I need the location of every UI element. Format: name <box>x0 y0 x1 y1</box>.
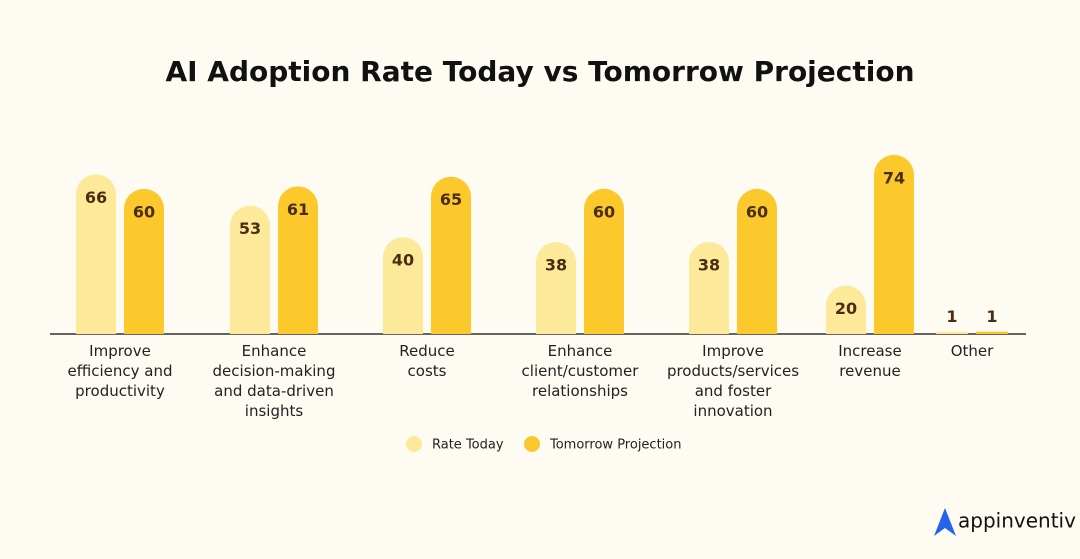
data-label: 40 <box>392 251 414 270</box>
bar <box>278 186 318 334</box>
bar <box>230 205 270 334</box>
bar <box>874 154 914 334</box>
data-label: 60 <box>746 202 768 221</box>
x-tick-label: Increase revenue <box>838 342 902 380</box>
x-tick-label: Reduce costs <box>399 342 455 380</box>
data-label: 61 <box>287 200 309 219</box>
x-tick-label: Improve efficiency and productivity <box>67 342 173 400</box>
data-label: 65 <box>440 190 462 209</box>
bar <box>936 331 968 334</box>
data-label: 66 <box>85 188 107 207</box>
data-label: 74 <box>883 168 905 187</box>
data-label: 60 <box>593 202 615 221</box>
legend-swatch <box>524 436 540 452</box>
x-tick-label: Improve products/services and foster inn… <box>666 342 800 420</box>
brand-name: appinventiv <box>958 509 1076 533</box>
data-label: 1 <box>986 307 997 326</box>
data-label: 1 <box>946 307 957 326</box>
bar <box>383 237 423 334</box>
x-tick-label: Enhance decision-making and data-driven … <box>212 342 336 420</box>
bar <box>826 285 866 334</box>
legend-swatch <box>406 436 422 452</box>
legend-label: Tomorrow Projection <box>549 438 681 453</box>
bar <box>76 174 116 334</box>
bar <box>976 331 1008 334</box>
data-label: 38 <box>545 256 567 275</box>
data-label: 60 <box>133 202 155 221</box>
bar <box>124 188 164 334</box>
chart-title: AI Adoption Rate Today vs Tomorrow Proje… <box>165 55 914 88</box>
brand-logo <box>934 508 956 536</box>
legend-label: Rate Today <box>432 438 504 453</box>
bar <box>431 176 471 334</box>
bar <box>689 242 729 334</box>
x-tick-label: Enhance client/customer relationships <box>521 342 639 400</box>
bar <box>536 242 576 334</box>
x-tick-label: Other <box>950 342 994 360</box>
data-label: 38 <box>698 256 720 275</box>
bar <box>737 188 778 334</box>
bar <box>584 188 624 334</box>
data-label: 53 <box>239 219 261 238</box>
data-label: 20 <box>835 299 857 318</box>
